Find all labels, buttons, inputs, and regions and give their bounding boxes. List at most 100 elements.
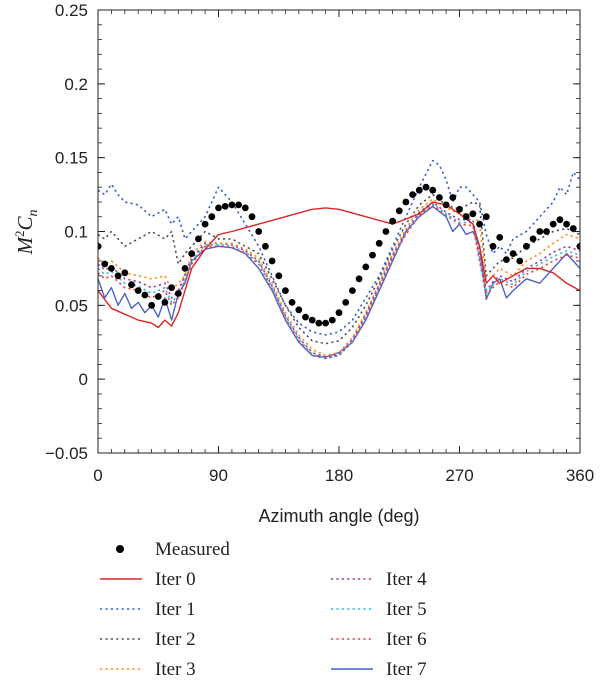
plot-background (98, 10, 580, 453)
legend-item-iter-4: Iter 4 (331, 569, 427, 590)
data-point-measured (549, 220, 557, 228)
legend-label: Iter 2 (155, 629, 196, 650)
data-point-measured (101, 260, 109, 268)
data-point-measured (228, 201, 236, 209)
x-tick-label: 90 (209, 466, 228, 485)
data-point-measured (262, 242, 269, 250)
data-point-measured (108, 265, 115, 272)
data-point-measured (315, 319, 323, 327)
data-point-measured (195, 235, 202, 243)
data-point-measured (496, 234, 504, 241)
legend-item-iter-7: Iter 7 (331, 659, 427, 680)
series-line-iter-1 (98, 159, 580, 336)
data-point-measured (409, 191, 416, 199)
axes-layer: −0.05 0 0.05 0.1 0.15 0.2 0.25 0 90 180 270 360 (45, 1, 594, 485)
data-point-measured (154, 293, 162, 300)
legend-label: Iter 0 (155, 569, 196, 590)
data-point-measured (141, 291, 149, 299)
data-point-measured (402, 198, 410, 206)
plot-area (98, 10, 580, 453)
data-point-measured (349, 287, 356, 294)
legend-item-measured: Measured (116, 539, 230, 560)
data-point-measured (322, 319, 329, 327)
data-point-measured (161, 299, 169, 306)
legend-item-iter-0: Iter 0 (100, 569, 196, 590)
series-line-iter-6 (98, 204, 580, 360)
y-axis-title-text: M2Cn (12, 209, 41, 255)
data-point-measured (275, 272, 283, 280)
legend-label: Measured (155, 539, 230, 560)
data-point-measured (255, 228, 263, 235)
data-point-measured (516, 257, 524, 265)
data-point-measured (288, 299, 296, 306)
data-point-measured (335, 309, 343, 317)
x-axis-title: Azimuth angle (deg) (258, 506, 419, 526)
data-point-measured (476, 220, 483, 228)
data-point-measured (174, 290, 182, 297)
y-tick-label: 0.25 (55, 1, 88, 20)
data-point-measured (328, 316, 336, 324)
data-point-measured (489, 242, 497, 250)
data-point-measured (456, 205, 463, 213)
legend-marker (116, 545, 124, 553)
series-layer (98, 159, 580, 360)
data-point-measured (282, 287, 289, 294)
data-point-measured (121, 269, 129, 277)
data-point-measured (436, 194, 443, 201)
data-point-measured (523, 242, 530, 250)
legend-label: Iter 5 (386, 599, 427, 620)
data-point-measured (181, 265, 189, 272)
data-point-measured (569, 225, 577, 232)
data-point-measured (295, 306, 303, 314)
legend: Measured Iter 0 Iter 1 Iter 2 Iter 3 Iter 4 It… (100, 539, 427, 680)
data-point-measured (241, 204, 249, 212)
legend-item-iter-5: Iter 5 (331, 599, 427, 620)
data-point-measured (221, 203, 229, 210)
y-tick-label: 0.15 (55, 149, 88, 168)
data-point-measured (375, 239, 383, 247)
data-point-measured (395, 207, 403, 215)
legend-item-iter-6: Iter 6 (331, 629, 427, 650)
x-tick-label: 180 (325, 466, 353, 485)
data-point-measured (449, 194, 457, 201)
legend-label: Iter 4 (386, 569, 427, 590)
y-tick-label: 0 (79, 370, 88, 389)
data-point-measured (469, 210, 477, 218)
x-tick-label: 270 (445, 466, 473, 485)
data-point-measured (369, 251, 376, 259)
legend-label: Iter 1 (155, 599, 196, 620)
data-point-measured (148, 301, 156, 309)
y-tick-label: 0.1 (64, 223, 88, 242)
y-tick-label: 0.05 (55, 296, 88, 315)
data-point-measured (134, 287, 142, 294)
data-point-measured (563, 220, 570, 228)
data-point-measured (308, 316, 316, 324)
data-point-measured (188, 250, 196, 257)
series-line-iter-3 (98, 198, 580, 357)
data-point-measured (509, 250, 517, 257)
data-point-measured (342, 299, 350, 306)
legend-item-iter-1: Iter 1 (100, 599, 196, 620)
data-point-measured (355, 275, 363, 283)
data-point-measured (201, 220, 209, 228)
data-point-measured (529, 235, 537, 243)
data-point-measured (302, 313, 309, 321)
legend-label: Iter 6 (386, 629, 427, 650)
x-tick-label: 0 (93, 466, 102, 485)
data-point-measured (382, 228, 390, 235)
y-tick-label: 0.2 (64, 75, 88, 94)
legend-label: Iter 3 (155, 659, 196, 680)
data-point-measured (215, 204, 222, 212)
data-point-measured (543, 228, 550, 235)
series-group (98, 159, 580, 360)
data-point-measured (482, 213, 490, 221)
data-point-measured (268, 257, 276, 265)
series-line-iter-5 (98, 202, 580, 360)
data-point-measured (128, 281, 135, 289)
legend-item-iter-3: Iter 3 (100, 659, 196, 680)
y-tick-label: −0.05 (45, 444, 88, 463)
series-line-iter-2 (98, 193, 580, 345)
data-point-measured (362, 263, 370, 271)
data-point-measured (503, 256, 510, 263)
